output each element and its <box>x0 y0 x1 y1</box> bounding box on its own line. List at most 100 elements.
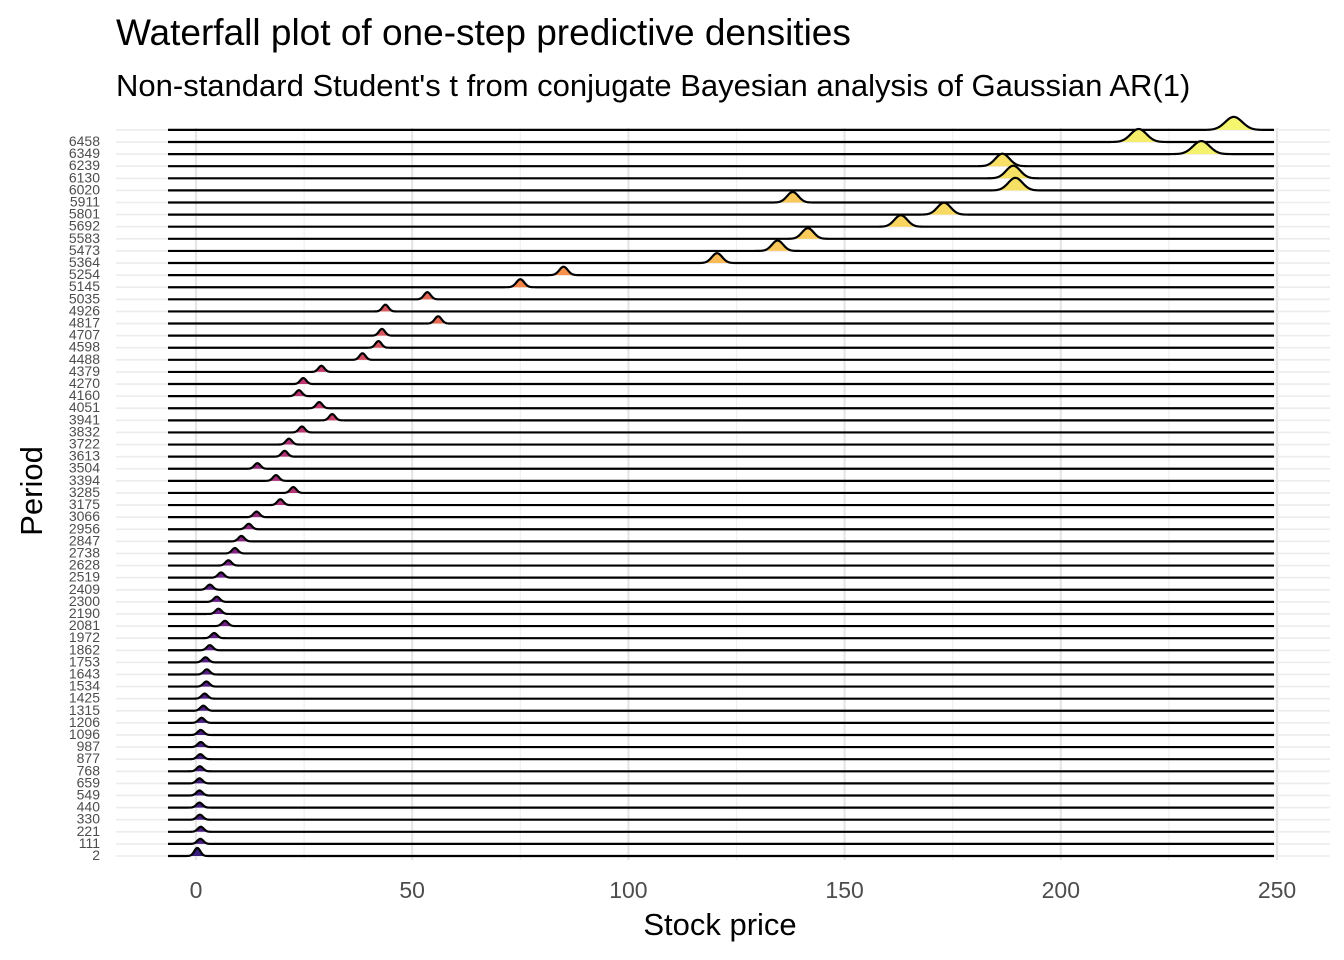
ridge-fill <box>188 754 213 760</box>
ridge <box>168 825 1274 833</box>
ridge-line <box>168 583 1274 591</box>
ridge-fill <box>875 215 927 227</box>
ridge-line <box>168 680 1274 688</box>
ridge <box>168 265 1274 277</box>
y-tick-label: 4379 <box>69 363 100 379</box>
y-tick-label: 111 <box>79 835 100 851</box>
ridge-line <box>168 412 1274 422</box>
ridge-line <box>168 668 1274 676</box>
ridge <box>168 846 1274 858</box>
ridge-fill <box>1168 141 1235 155</box>
ridge-fill <box>197 584 222 590</box>
ridge-line <box>168 278 1274 289</box>
ridge-line <box>168 498 1274 507</box>
ridge <box>168 227 1274 240</box>
ridge-line <box>168 716 1274 724</box>
y-tick-label: 5692 <box>69 218 100 234</box>
ridge <box>168 303 1274 313</box>
ridge-fill <box>188 742 213 748</box>
y-tick-label: 2081 <box>69 617 100 633</box>
y-tick-label: 3722 <box>69 436 100 452</box>
ridge <box>168 728 1274 737</box>
y-tick-label: 1534 <box>69 678 100 694</box>
ridge-fill <box>1107 129 1171 142</box>
ridge <box>168 740 1274 749</box>
ridge <box>168 716 1274 724</box>
ridge-line <box>168 740 1274 749</box>
ridge-line <box>168 571 1274 579</box>
ridge-line <box>168 765 1274 773</box>
ridge-line <box>168 265 1274 277</box>
ridge <box>168 485 1274 495</box>
ridge-fill <box>286 390 311 397</box>
y-tick-label: 5911 <box>70 194 100 210</box>
ridge <box>168 631 1274 640</box>
ridge <box>168 115 1274 131</box>
ridge <box>168 412 1274 422</box>
ridge-fill <box>272 450 297 457</box>
ridge-fill <box>187 802 212 808</box>
ridge-line <box>168 291 1274 301</box>
ridge-line <box>168 825 1274 833</box>
ridge-fill <box>185 847 210 856</box>
ridge <box>168 127 1274 144</box>
y-tick-label: 2190 <box>69 605 100 621</box>
ridge-fill <box>917 202 971 215</box>
y-tick-label: 2409 <box>69 581 100 597</box>
y-tick-label: 3175 <box>69 496 100 512</box>
ridge-line <box>168 728 1274 737</box>
ridge <box>168 777 1274 785</box>
ridge-line <box>168 522 1274 531</box>
ridge-fill <box>263 475 288 481</box>
ridge-line <box>168 777 1274 785</box>
y-tick-label: 3832 <box>69 423 100 439</box>
ridge <box>168 704 1274 712</box>
ridge-line <box>168 704 1274 712</box>
ridge-line <box>168 303 1274 313</box>
ridge <box>168 239 1274 253</box>
ridge <box>168 140 1274 156</box>
y-tick-label: 6458 <box>69 133 100 149</box>
ridge <box>168 583 1274 591</box>
y-tick-label: 5035 <box>69 290 100 306</box>
x-tick-label: 250 <box>1258 877 1296 903</box>
ridge <box>168 753 1274 761</box>
ridge-fill <box>784 228 831 239</box>
y-tick-label: 1206 <box>69 714 100 730</box>
y-tick-label: 1315 <box>69 702 100 718</box>
ridge-fill <box>197 645 222 651</box>
x-axis-label: Stock price <box>643 907 796 942</box>
ridge-fill <box>424 316 452 324</box>
y-tick-label: 4707 <box>69 327 100 343</box>
y-tick-label: 5145 <box>69 278 100 294</box>
ridge-fill <box>1199 116 1268 130</box>
ridge <box>168 152 1274 168</box>
ridge-fill <box>369 328 394 336</box>
ridge-line <box>168 474 1274 482</box>
ridge-line <box>168 389 1274 398</box>
y-tick-label: 3613 <box>69 448 100 464</box>
ridge-line <box>168 376 1274 386</box>
ridge-fill <box>289 426 314 433</box>
ridge <box>168 474 1274 482</box>
ridge-fill <box>307 402 332 409</box>
ridge <box>168 449 1274 458</box>
chart-title: Waterfall plot of one-step predictive de… <box>116 12 851 53</box>
ridge-fill <box>222 548 247 554</box>
ridge-fill <box>373 304 398 312</box>
ridge <box>168 401 1274 410</box>
ridge <box>168 559 1274 567</box>
y-tick-label: 3066 <box>69 508 100 524</box>
ridge-line <box>168 837 1274 845</box>
ridge-fill <box>309 365 334 372</box>
ridge-fill <box>770 191 816 203</box>
ridge-fill <box>188 838 213 844</box>
ridge-line <box>168 164 1274 180</box>
ridge-line <box>168 190 1274 204</box>
ridge-fill <box>984 165 1042 179</box>
ridge-line <box>168 239 1274 253</box>
ridge <box>168 547 1274 555</box>
ridge-fill <box>245 463 270 469</box>
ridge-line <box>168 753 1274 761</box>
y-tick-label: 4160 <box>69 387 100 403</box>
